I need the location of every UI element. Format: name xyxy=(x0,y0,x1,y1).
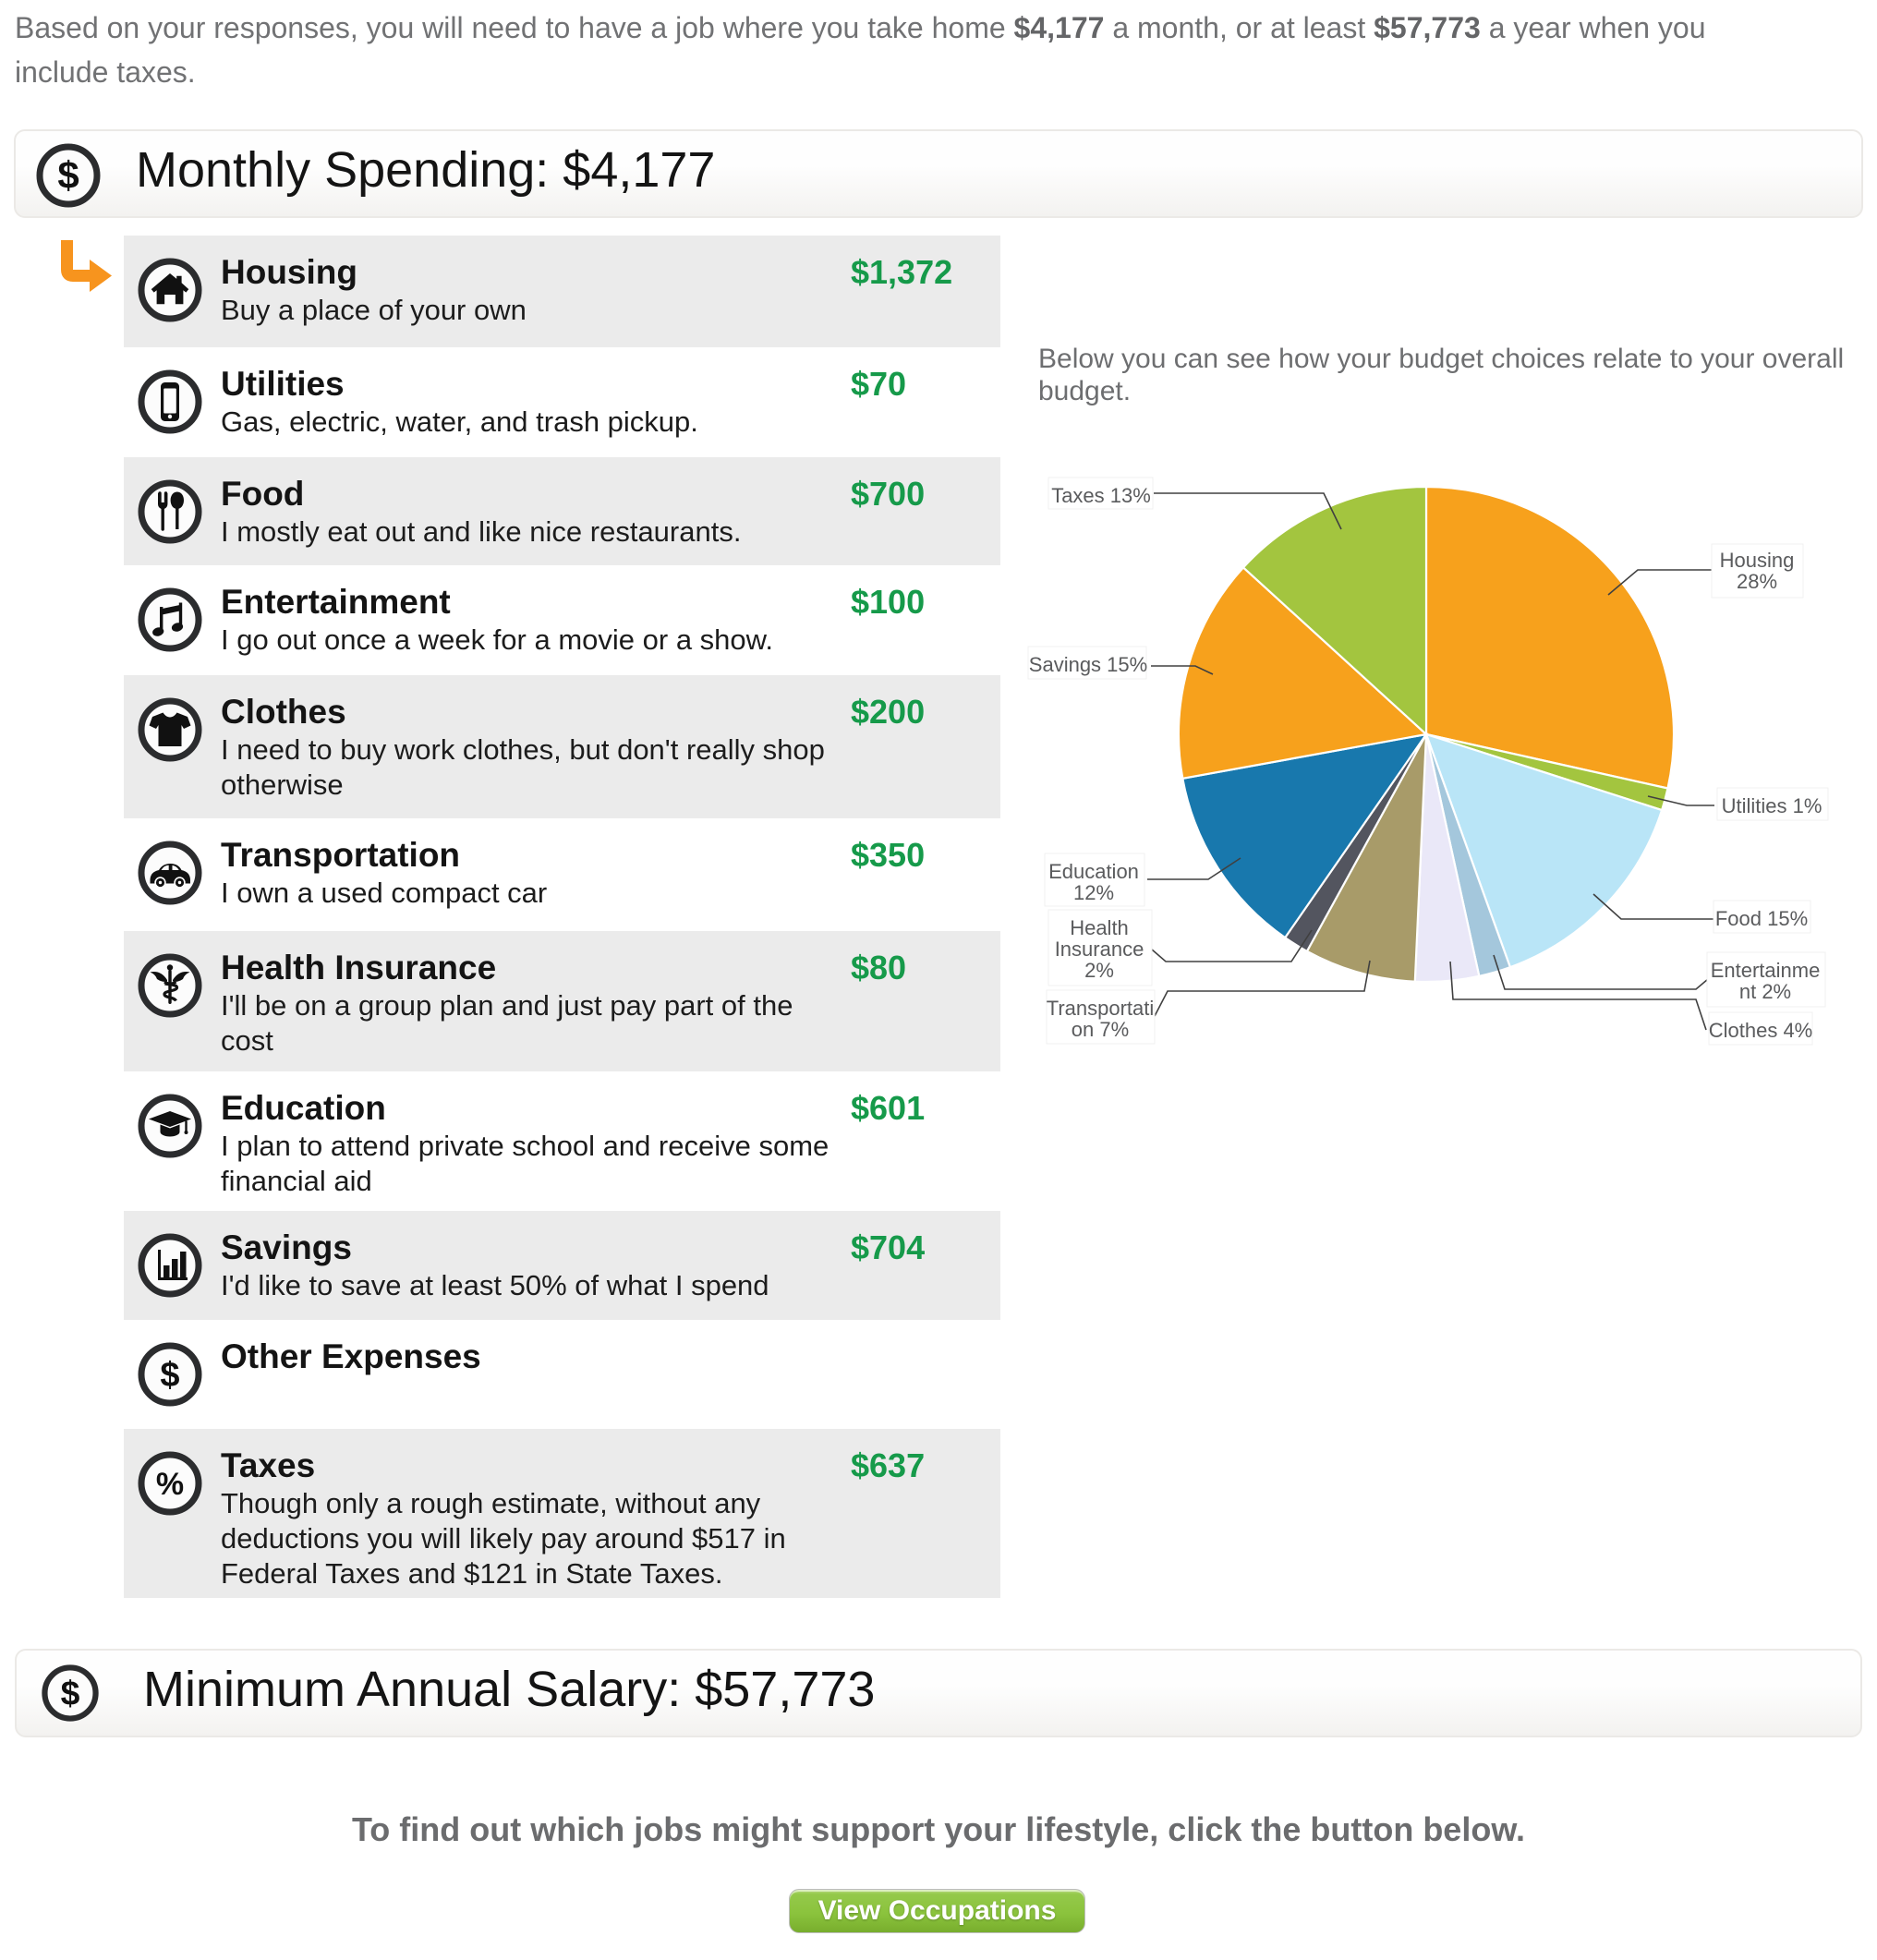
svg-text:Health: Health xyxy=(1070,916,1129,939)
svg-text:28%: 28% xyxy=(1737,570,1777,593)
svg-text:nt 2%: nt 2% xyxy=(1739,980,1791,1003)
svg-text:Entertainme: Entertainme xyxy=(1711,959,1821,982)
svg-text:Taxes 13%: Taxes 13% xyxy=(1051,484,1151,507)
svg-text:Clothes 4%: Clothes 4% xyxy=(1709,1019,1813,1042)
svg-text:2%: 2% xyxy=(1084,959,1114,982)
svg-text:Transportati: Transportati xyxy=(1047,997,1155,1020)
svg-text:$: $ xyxy=(160,1356,179,1395)
svg-text:on 7%: on 7% xyxy=(1072,1018,1129,1041)
svg-text:Savings 15%: Savings 15% xyxy=(1029,653,1147,676)
svg-text:Insurance: Insurance xyxy=(1055,938,1144,961)
svg-text:12%: 12% xyxy=(1073,881,1114,904)
svg-text:Housing: Housing xyxy=(1720,549,1795,572)
svg-text:Utilities 1%: Utilities 1% xyxy=(1722,794,1823,817)
svg-text:Food 15%: Food 15% xyxy=(1715,907,1808,930)
svg-text:%: % xyxy=(156,1467,184,1502)
svg-text:$: $ xyxy=(61,1673,80,1712)
svg-text:$: $ xyxy=(57,153,79,197)
svg-text:Education: Education xyxy=(1048,860,1139,883)
